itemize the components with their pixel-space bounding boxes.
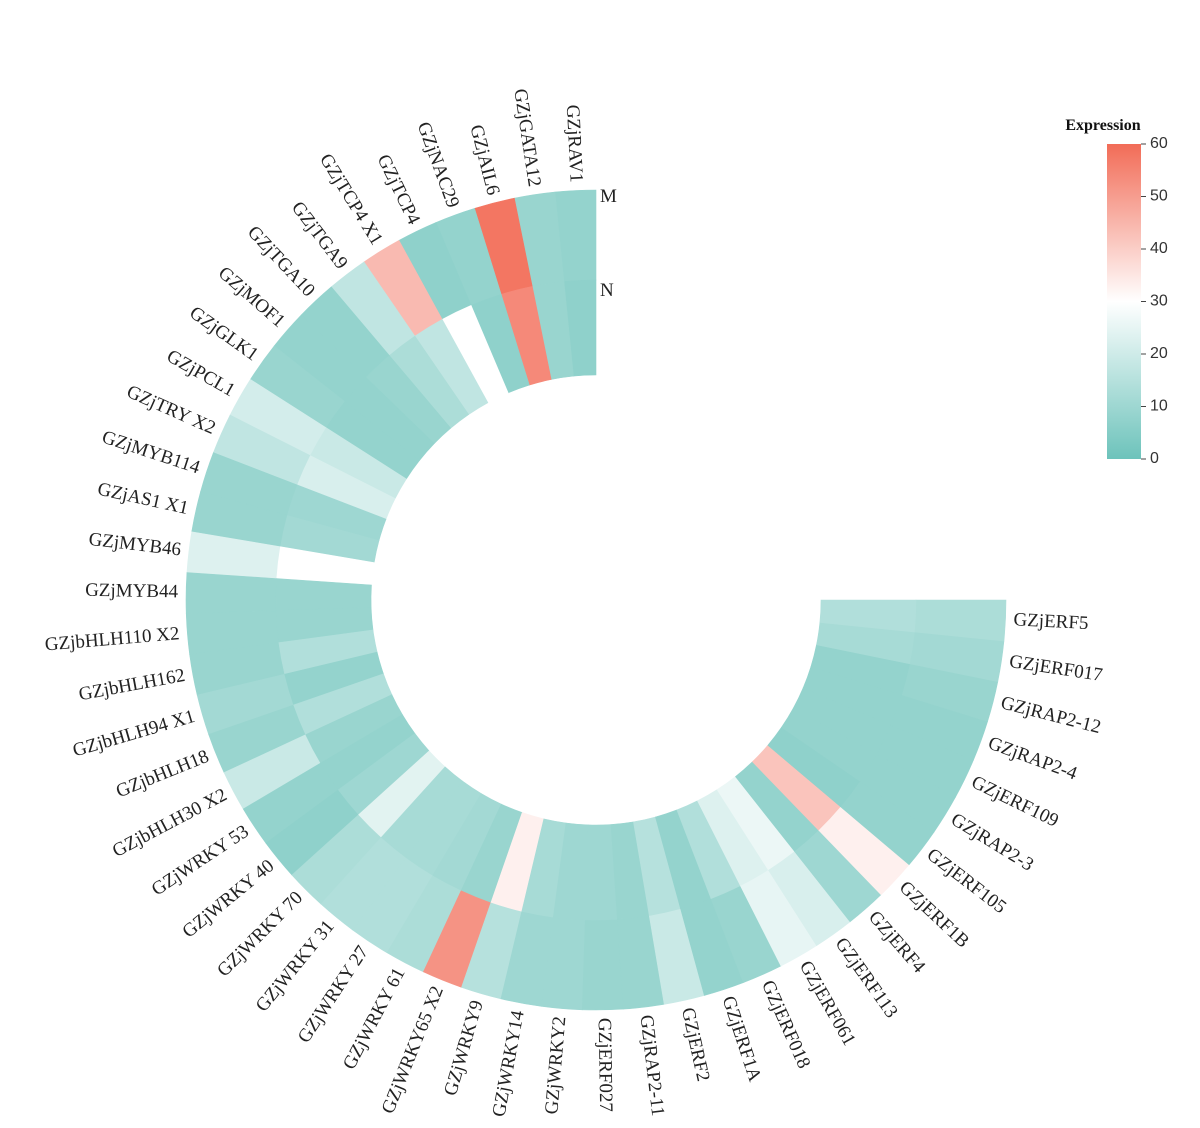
- gene-label: GZjTCP4: [373, 151, 425, 228]
- legend-tick-label: 20: [1150, 345, 1168, 362]
- gene-label: GZjGLK1: [185, 302, 262, 365]
- gene-label: GZjbHLH18: [113, 746, 212, 802]
- gene-label: GZjRAP2-12: [999, 692, 1103, 738]
- heatmap-cells: [185, 189, 1007, 1011]
- legend-ticks: 60 50 40 30 20 10 0: [1141, 135, 1168, 467]
- legend: Expression 60 50 40 30 20 10 0: [1065, 117, 1168, 467]
- gene-label: GZjERF027: [594, 1018, 617, 1112]
- ring-label-n: N: [600, 280, 614, 301]
- gene-label: GZjMYB44: [85, 580, 179, 603]
- legend-tick-label: 10: [1150, 398, 1168, 415]
- legend-color-bar: [1107, 144, 1141, 459]
- gene-label: GZjbHLH94 X1: [70, 706, 197, 762]
- cell-gzjerf027-m: [581, 918, 624, 1011]
- gene-label: GZjWRKY2: [541, 1016, 570, 1116]
- ring-label-m: M: [600, 186, 617, 207]
- gene-label: GZjERF109: [968, 772, 1062, 832]
- cell-gzjmyb44-m: [185, 572, 278, 615]
- cell-gzjerf5-n: [819, 599, 917, 633]
- gene-label: GZjRAP2-11: [635, 1014, 668, 1117]
- gene-label: GZjERF4: [864, 907, 929, 978]
- legend-tick-label: 60: [1150, 135, 1168, 152]
- gene-label: GZjbHLH110 X2: [44, 623, 180, 655]
- legend-title: Expression: [1065, 117, 1140, 134]
- gene-label: GZjWRKY14: [488, 1008, 528, 1118]
- legend-tick-label: 50: [1150, 188, 1168, 205]
- gene-label: GZjAIL6: [465, 123, 503, 198]
- gene-label: GZjERF1A: [718, 993, 766, 1084]
- gene-label: GZjbHLH162: [77, 665, 187, 705]
- gene-label: GZjERF018: [757, 977, 814, 1071]
- gene-label: GZjWRKY9: [440, 998, 488, 1098]
- legend-tick-label: 40: [1150, 240, 1168, 257]
- gene-label: GZjRAP2-4: [985, 733, 1080, 785]
- legend-tick-label: 0: [1150, 450, 1159, 467]
- gene-label: GZjMYB46: [87, 529, 182, 561]
- gene-label: GZjPCL1: [163, 346, 239, 401]
- gene-label: GZjTRY X2: [123, 381, 218, 439]
- gene-label: GZjRAV1: [562, 104, 587, 183]
- gene-label: GZjGATA12: [509, 87, 545, 188]
- gene-label: GZjERF5: [1013, 609, 1089, 634]
- gene-label: GZjAS1 X1: [96, 479, 191, 519]
- gene-label: GZjNAC29: [413, 119, 464, 210]
- legend-tick-label: 30: [1150, 293, 1168, 310]
- gene-label: GZjERF2: [677, 1006, 714, 1084]
- gene-label: GZjERF017: [1008, 651, 1104, 686]
- gene-label: GZjMYB114: [99, 427, 203, 479]
